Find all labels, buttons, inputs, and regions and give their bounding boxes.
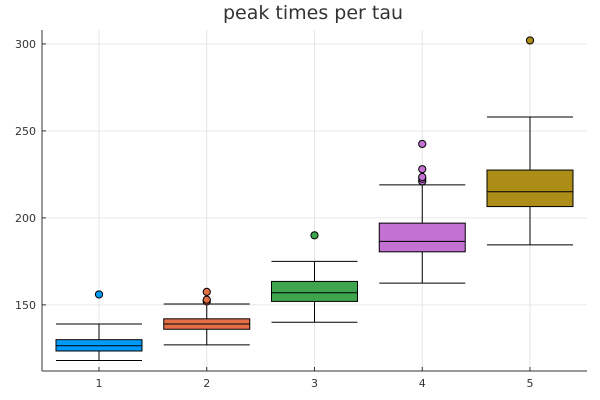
y-tick-label: 300 (15, 38, 36, 51)
outlier-point (418, 165, 427, 174)
box-4 (378, 139, 466, 284)
iqr-box (271, 280, 358, 302)
iqr-box (486, 169, 574, 208)
x-tick-label: 4 (419, 377, 426, 390)
outlier-point (525, 36, 535, 45)
x-tick-label: 5 (527, 377, 534, 390)
y-tick-label: 250 (15, 125, 36, 138)
box-1 (55, 290, 143, 362)
iqr-box (378, 222, 466, 253)
outlier-point (94, 290, 104, 299)
outlier-point (310, 231, 319, 240)
outlier-point (202, 295, 211, 304)
box-5 (486, 36, 574, 246)
outlier-point (418, 139, 427, 149)
box-3 (271, 231, 358, 323)
box-series (55, 36, 574, 362)
chart-title: peak times per tau (223, 2, 403, 24)
box-2 (163, 287, 251, 346)
y-tick-label: 200 (15, 212, 36, 225)
x-tick-label: 2 (203, 377, 210, 390)
x-tick-label: 3 (311, 377, 318, 390)
x-axis-ticks: 1 2 3 4 5 (96, 367, 534, 390)
x-tick-label: 1 (96, 377, 103, 390)
outlier-point (418, 172, 427, 182)
outlier-point (202, 287, 211, 296)
y-tick-label: 150 (15, 299, 36, 312)
y-axis-ticks: 150 200 250 300 (15, 38, 46, 312)
